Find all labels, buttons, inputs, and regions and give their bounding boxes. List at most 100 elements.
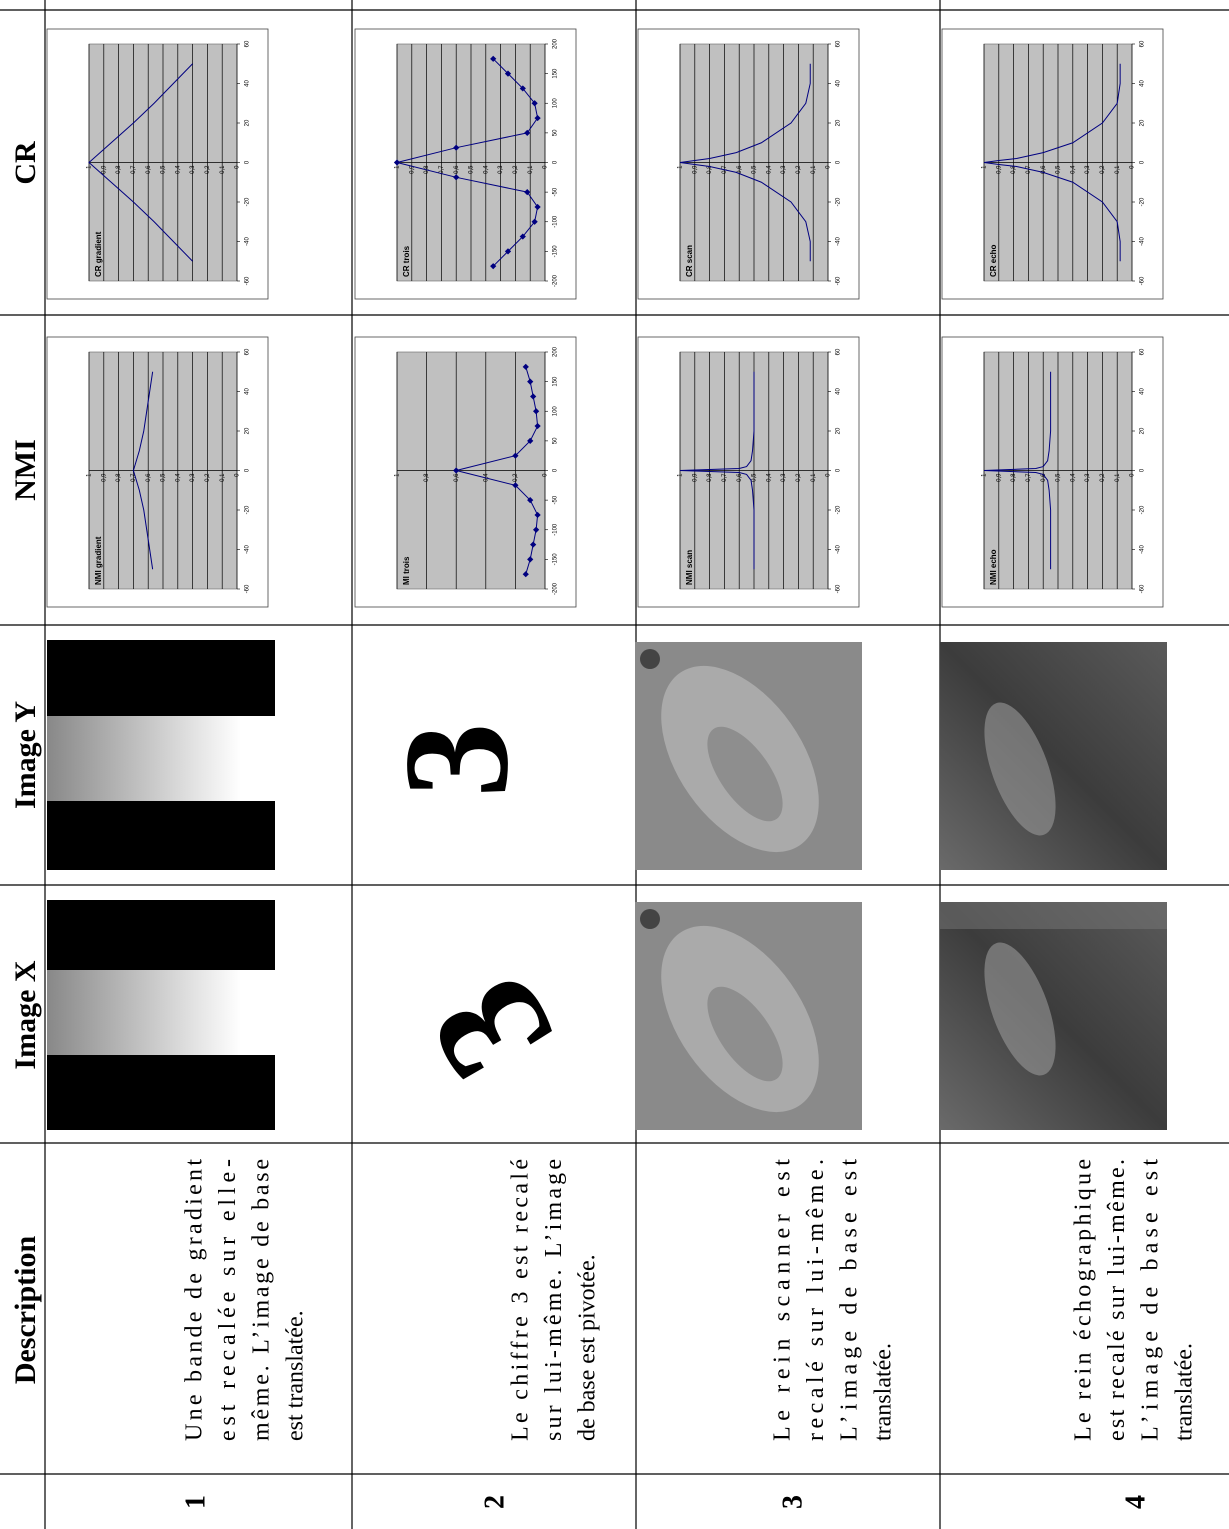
x-tick-label: -200 [553, 582, 559, 595]
y-tick-label: 1 [395, 165, 401, 169]
y-tick-label: 0,2 [513, 165, 519, 174]
y-tick-label: 0,2 [205, 473, 211, 482]
y-tick-label: 1 [395, 473, 401, 477]
x-tick-label: 60 [1140, 348, 1146, 355]
x-tick-label: 100 [553, 98, 559, 109]
y-tick-label: 1 [87, 473, 93, 477]
x-tick-label: 60 [1140, 40, 1146, 47]
x-tick-label: 20 [1140, 427, 1146, 434]
line-series [983, 371, 1052, 570]
description-line: Une bande de gradient [182, 1159, 208, 1441]
image-kidney-x [635, 902, 862, 1130]
description-line: recalé sur lui-même. [803, 1159, 829, 1441]
point-marker [519, 233, 526, 240]
y-tick-label: 0,3 [190, 473, 196, 482]
line-series [132, 371, 154, 570]
header-image-x: Image X [9, 960, 42, 1069]
y-tick-label: 0,9 [996, 473, 1002, 482]
y-tick-label: 1 [678, 165, 684, 169]
y-tick-label: 0 [235, 165, 241, 169]
point-marker [519, 85, 526, 92]
y-tick-label: 0,5 [161, 165, 167, 174]
image-gradient-y [47, 640, 275, 870]
image-digit-y: 3 [373, 723, 539, 798]
point-marker [490, 55, 497, 62]
x-tick-label: 40 [836, 80, 842, 87]
y-tick-label: 0,2 [1100, 165, 1106, 174]
x-tick-label: 200 [553, 346, 559, 357]
point-marker [534, 511, 541, 519]
chart-title: CR echo [989, 244, 998, 277]
image-gradient-x [47, 900, 275, 1130]
point-marker [534, 203, 541, 211]
x-tick-label: 60 [245, 40, 251, 47]
row-number: 4 [1120, 1495, 1151, 1509]
y-tick-label: 0,9 [692, 165, 698, 174]
x-tick-label: 60 [836, 348, 842, 355]
y-tick-label: 0,2 [1100, 473, 1106, 482]
description-line: de base est pivotée. [575, 1254, 601, 1441]
image-echo-y [940, 642, 1167, 870]
x-tick-label: -40 [836, 545, 842, 554]
x-tick-label: -60 [836, 584, 842, 593]
chart-title: NMI gradient [94, 536, 103, 585]
x-tick-label: 60 [836, 40, 842, 47]
x-tick-label: 0 [245, 160, 251, 164]
point-marker [522, 571, 529, 578]
y-tick-label: 0,9 [692, 473, 698, 482]
y-tick-label: 0 [543, 473, 549, 477]
x-tick-label: 0 [1140, 468, 1146, 472]
y-tick-label: 0,6 [1041, 165, 1047, 174]
point-marker [522, 363, 529, 370]
y-tick-label: 0 [1130, 473, 1136, 477]
y-tick-label: 0,4 [1070, 165, 1076, 174]
y-tick-label: 0 [235, 473, 241, 477]
y-tick-label: 0,1 [220, 165, 226, 174]
y-tick-label: 0,1 [1115, 473, 1121, 482]
row-number: 3 [777, 1495, 808, 1509]
x-tick-label: 0 [553, 160, 559, 164]
description-line: L’image de base est [1138, 1159, 1164, 1441]
point-marker [504, 70, 512, 77]
y-tick-label: 0,5 [752, 473, 758, 482]
point-marker [512, 482, 519, 489]
y-tick-label: 0,4 [1070, 473, 1076, 482]
y-tick-label: 0,9 [101, 165, 107, 174]
x-tick-label: -200 [553, 274, 559, 287]
line-series [88, 63, 193, 262]
y-tick-label: 0,8 [424, 165, 430, 174]
y-tick-label: 0,6 [737, 165, 743, 174]
x-tick-label: -60 [245, 584, 251, 593]
header-cr: CR [9, 141, 42, 185]
header-description: Description [9, 1236, 42, 1385]
point-marker [527, 437, 534, 444]
y-tick-label: 1 [678, 473, 684, 477]
y-tick-label: 0,8 [707, 165, 713, 174]
y-tick-label: 0,9 [101, 473, 107, 482]
y-tick-label: 0,2 [796, 473, 802, 482]
chart-title: NMI scan [685, 550, 694, 585]
x-tick-label: 50 [553, 129, 559, 136]
y-tick-label: 0,4 [483, 165, 489, 174]
y-tick-label: 0 [1130, 165, 1136, 169]
header-image-y: Image Y [9, 701, 42, 809]
y-tick-label: 0,5 [1056, 165, 1062, 174]
chart-title: NMI echo [989, 549, 998, 585]
y-tick-label: 0,3 [1085, 473, 1091, 482]
x-tick-label: 100 [553, 406, 559, 417]
x-tick-label: 40 [1140, 388, 1146, 395]
point-marker [527, 497, 534, 504]
y-tick-label: 0,7 [1026, 473, 1032, 482]
chart-title: CR trois [402, 245, 411, 277]
x-tick-label: -20 [1140, 505, 1146, 514]
point-marker [530, 541, 537, 548]
description-line: sur lui-même. L’image [541, 1159, 567, 1441]
x-tick-label: -60 [1140, 276, 1146, 285]
row-number: 2 [479, 1495, 510, 1509]
point-marker [524, 129, 531, 136]
point-marker [512, 452, 519, 459]
y-tick-label: 0,3 [190, 165, 196, 174]
y-tick-label: 0,5 [752, 165, 758, 174]
y-tick-label: 0,7 [722, 473, 728, 482]
